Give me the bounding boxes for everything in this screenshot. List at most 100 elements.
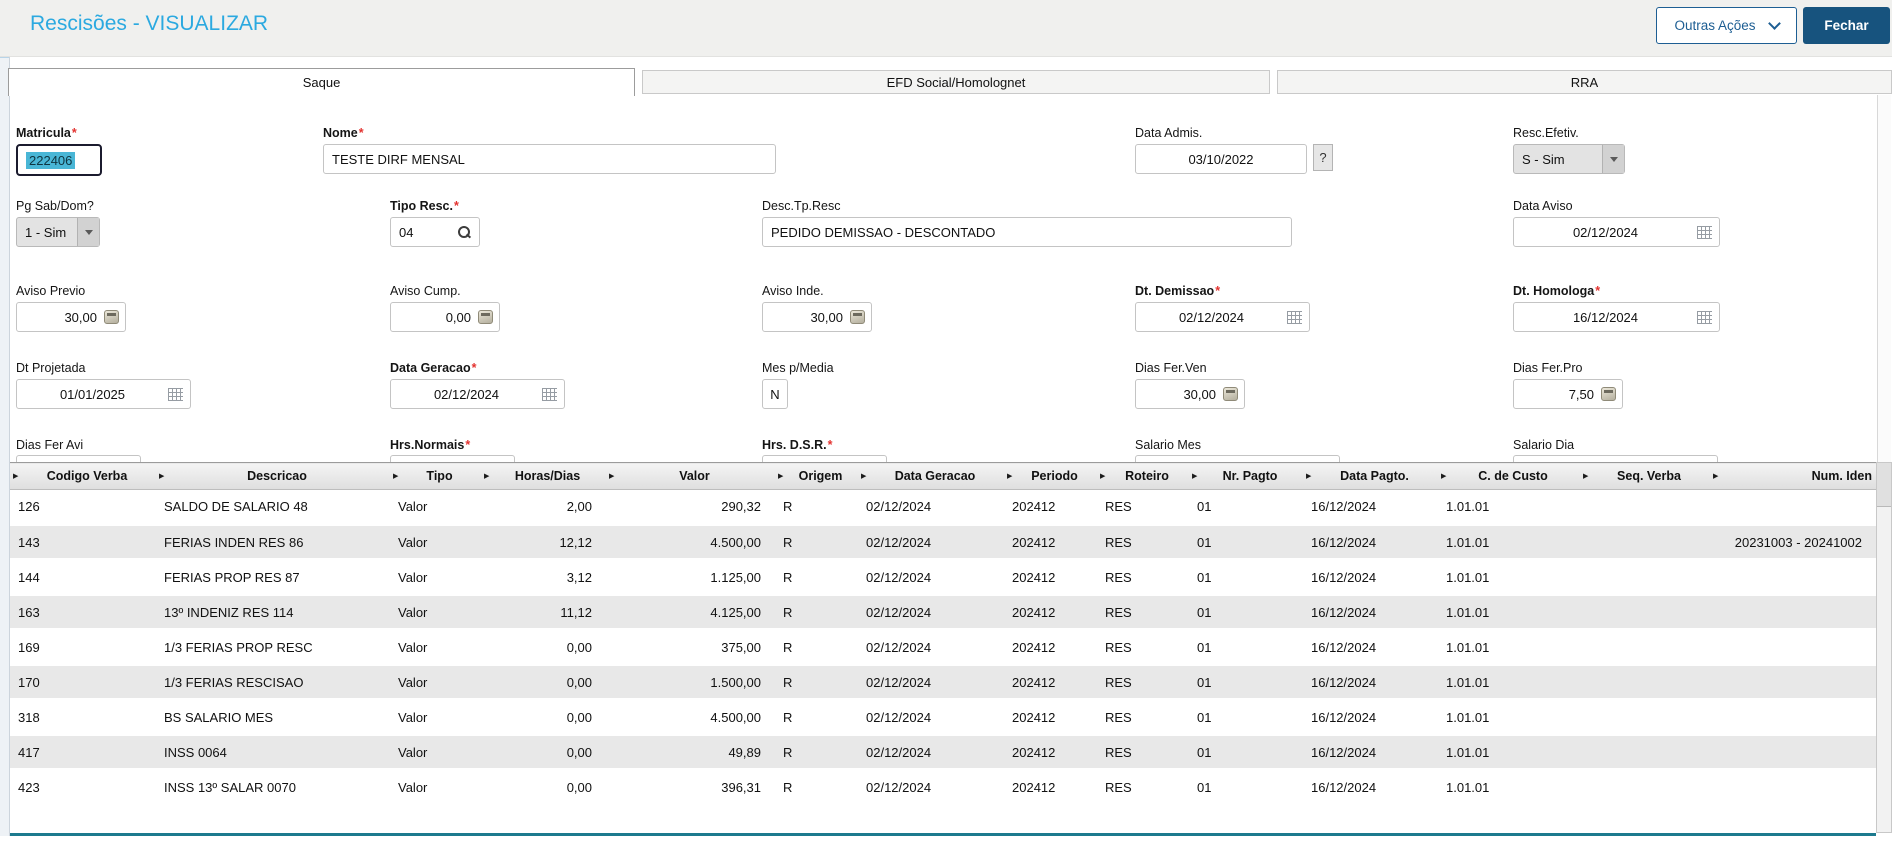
- table-cell[interactable]: R: [775, 524, 858, 561]
- table-cell[interactable]: 202412: [1004, 699, 1097, 736]
- tab-efd-social-homolognet[interactable]: EFD Social/Homolognet: [642, 70, 1270, 94]
- table-cell[interactable]: 0,00: [481, 699, 606, 736]
- table-cell[interactable]: R: [775, 594, 858, 631]
- table-cell[interactable]: Valor: [390, 664, 481, 701]
- table-cell[interactable]: 202412: [1004, 629, 1097, 666]
- table-cell[interactable]: RES: [1097, 629, 1189, 666]
- table-cell[interactable]: 0,00: [481, 734, 606, 771]
- table-cell[interactable]: R: [775, 769, 858, 806]
- table-cell[interactable]: R: [775, 489, 858, 526]
- table-cell[interactable]: 01: [1189, 524, 1303, 561]
- table-cell[interactable]: 0,00: [481, 629, 606, 666]
- column-header[interactable]: C. de Custo: [1438, 462, 1580, 490]
- tab-saque[interactable]: Saque: [8, 68, 635, 96]
- column-header[interactable]: Descricao: [156, 462, 390, 490]
- table-cell[interactable]: 02/12/2024: [858, 524, 1004, 561]
- calendar-icon[interactable]: [168, 388, 183, 401]
- table-cell[interactable]: Valor: [390, 559, 481, 596]
- table-cell[interactable]: 01: [1189, 629, 1303, 666]
- table-cell[interactable]: 202412: [1004, 594, 1097, 631]
- table-cell[interactable]: 02/12/2024: [858, 734, 1004, 771]
- table-cell[interactable]: Valor: [390, 769, 481, 806]
- table-cell[interactable]: 1.01.01: [1438, 734, 1580, 771]
- dt-homologa-input[interactable]: 16/12/2024: [1513, 302, 1720, 332]
- table-row[interactable]: 126 SALDO DE SALARIO 48 Valor 2,00 290,32 R 02…: [10, 489, 1876, 526]
- table-cell[interactable]: 144: [10, 559, 156, 596]
- column-header[interactable]: Horas/Dias: [481, 462, 606, 490]
- table-cell[interactable]: R: [775, 629, 858, 666]
- tipo-resc-input[interactable]: 04: [390, 217, 480, 247]
- table-cell[interactable]: [1710, 699, 1876, 736]
- table-cell[interactable]: 375,00: [606, 629, 775, 666]
- table-cell[interactable]: RES: [1097, 524, 1189, 561]
- table-cell[interactable]: 02/12/2024: [858, 699, 1004, 736]
- aviso-inde-input[interactable]: 30,00: [762, 302, 872, 332]
- table-cell[interactable]: 01: [1189, 489, 1303, 526]
- table-row[interactable]: 163 13º INDENIZ RES 114 Valor 11,12 4.125,00…: [10, 594, 1876, 631]
- table-cell[interactable]: [1580, 594, 1710, 631]
- table-cell[interactable]: [1580, 699, 1710, 736]
- table-cell[interactable]: R: [775, 664, 858, 701]
- table-cell[interactable]: Valor: [390, 489, 481, 526]
- table-cell[interactable]: 16/12/2024: [1303, 629, 1438, 666]
- table-cell[interactable]: 01: [1189, 769, 1303, 806]
- grid-vertical-scrollbar[interactable]: [1876, 462, 1892, 833]
- table-cell[interactable]: 0,00: [481, 664, 606, 701]
- table-cell[interactable]: 01: [1189, 594, 1303, 631]
- fechar-button[interactable]: Fechar: [1803, 7, 1890, 44]
- calendar-icon[interactable]: [1697, 311, 1712, 324]
- table-cell[interactable]: 202412: [1004, 559, 1097, 596]
- table-cell[interactable]: [1710, 594, 1876, 631]
- data-aviso-input[interactable]: 02/12/2024: [1513, 217, 1720, 247]
- table-cell[interactable]: Valor: [390, 734, 481, 771]
- table-cell[interactable]: [1580, 559, 1710, 596]
- table-cell[interactable]: 1.01.01: [1438, 769, 1580, 806]
- table-cell[interactable]: FERIAS PROP RES 87: [156, 559, 390, 596]
- table-cell[interactable]: RES: [1097, 489, 1189, 526]
- table-cell[interactable]: 202412: [1004, 734, 1097, 771]
- column-header[interactable]: Codigo Verba: [10, 462, 156, 490]
- table-cell[interactable]: 423: [10, 769, 156, 806]
- calculator-icon[interactable]: [850, 310, 865, 324]
- mes-p-media-input[interactable]: N: [762, 379, 788, 409]
- calculator-icon[interactable]: [104, 310, 119, 324]
- table-row[interactable]: 423 INSS 13º SALAR 0070 Valor 0,00 396,31 R 02…: [10, 769, 1876, 806]
- table-cell[interactable]: 4.125,00: [606, 594, 775, 631]
- table-row[interactable]: 169 1/3 FERIAS PROP RESC Valor 0,00 375,00 R 0…: [10, 629, 1876, 666]
- table-cell[interactable]: 1.01.01: [1438, 489, 1580, 526]
- table-cell[interactable]: 02/12/2024: [858, 559, 1004, 596]
- table-cell[interactable]: 16/12/2024: [1303, 594, 1438, 631]
- table-cell[interactable]: 4.500,00: [606, 699, 775, 736]
- table-row[interactable]: 170 1/3 FERIAS RESCISAO Valor 0,00 1.500,00 R…: [10, 664, 1876, 701]
- table-cell[interactable]: 01: [1189, 699, 1303, 736]
- table-cell[interactable]: 1.500,00: [606, 664, 775, 701]
- table-cell[interactable]: 1/3 FERIAS RESCISAO: [156, 664, 390, 701]
- chevron-down-icon[interactable]: [77, 218, 99, 246]
- table-cell[interactable]: 202412: [1004, 489, 1097, 526]
- table-cell[interactable]: [1580, 489, 1710, 526]
- table-cell[interactable]: 12,12: [481, 524, 606, 561]
- table-cell[interactable]: [1580, 664, 1710, 701]
- table-cell[interactable]: 16/12/2024: [1303, 734, 1438, 771]
- column-header[interactable]: Nr. Pagto: [1189, 462, 1303, 490]
- dias-fer-ven-input[interactable]: 30,00: [1135, 379, 1245, 409]
- aviso-cump-input[interactable]: 0,00: [390, 302, 500, 332]
- data-admis-input[interactable]: 03/10/2022: [1135, 144, 1307, 174]
- calendar-icon[interactable]: [542, 388, 557, 401]
- table-cell[interactable]: R: [775, 734, 858, 771]
- table-cell[interactable]: [1580, 524, 1710, 561]
- table-cell[interactable]: [1580, 629, 1710, 666]
- table-cell[interactable]: [1710, 629, 1876, 666]
- table-cell[interactable]: 1/3 FERIAS PROP RESC: [156, 629, 390, 666]
- matricula-input[interactable]: 222406: [16, 144, 102, 176]
- table-cell[interactable]: Valor: [390, 524, 481, 561]
- column-header[interactable]: Data Geracao: [858, 462, 1004, 490]
- aviso-previo-input[interactable]: 30,00: [16, 302, 126, 332]
- table-cell[interactable]: 3,12: [481, 559, 606, 596]
- table-cell[interactable]: 2,00: [481, 489, 606, 526]
- table-cell[interactable]: Valor: [390, 594, 481, 631]
- table-cell[interactable]: [1710, 769, 1876, 806]
- table-cell[interactable]: RES: [1097, 699, 1189, 736]
- table-cell[interactable]: FERIAS INDEN RES 86: [156, 524, 390, 561]
- outras-acoes-button[interactable]: Outras Ações: [1656, 7, 1797, 44]
